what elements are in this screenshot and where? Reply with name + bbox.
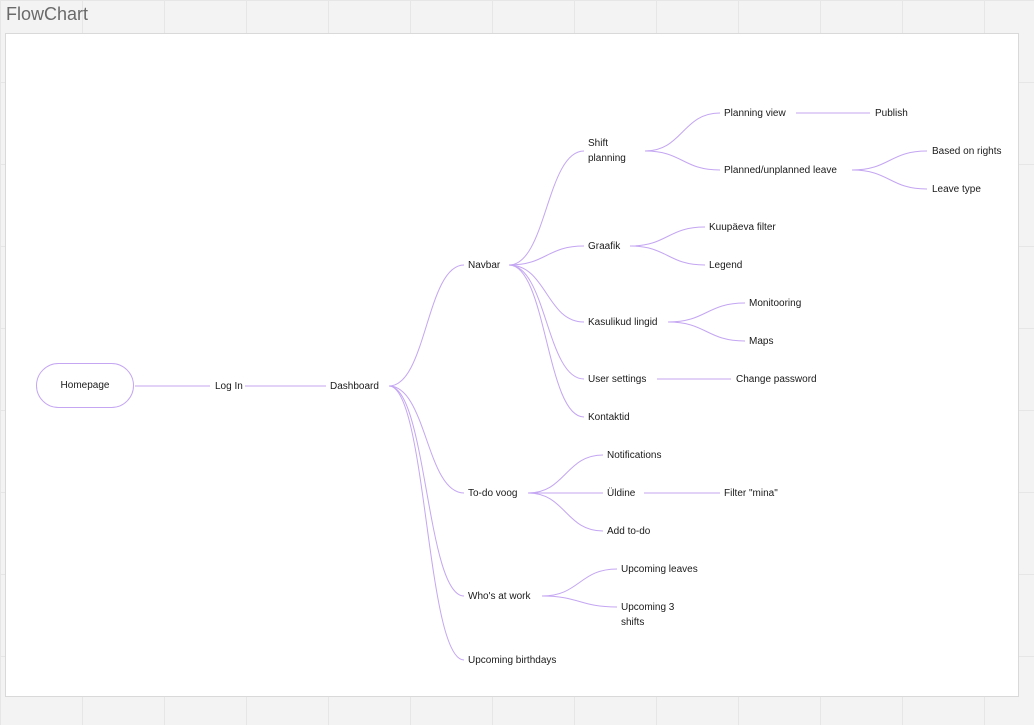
node-navbar[interactable]: Navbar: [468, 260, 501, 271]
node-user-settings[interactable]: User settings: [588, 374, 647, 385]
node-publish[interactable]: Publish: [875, 108, 908, 119]
node-todo-voog[interactable]: To-do voog: [468, 488, 518, 499]
node-shift-planning[interactable]: Shift planning: [588, 138, 626, 164]
node-graafik[interactable]: Graafik: [588, 241, 621, 252]
node-legend[interactable]: Legend: [709, 260, 743, 271]
node-kuupaeva-filter[interactable]: Kuupäeva filter: [709, 222, 776, 233]
node-notifications[interactable]: Notifications: [607, 450, 662, 461]
node-homepage[interactable]: Homepage: [36, 363, 134, 408]
node-whos-at-work[interactable]: Who's at work: [468, 591, 531, 602]
node-planned-unplanned-leave[interactable]: Planned/unplanned leave: [724, 165, 837, 176]
node-uldine[interactable]: Üldine: [607, 488, 636, 499]
flowchart-frame[interactable]: [5, 33, 1019, 697]
node-add-todo[interactable]: Add to-do: [607, 526, 651, 537]
node-kontaktid[interactable]: Kontaktid: [588, 412, 630, 423]
node-log-in[interactable]: Log In: [215, 381, 243, 392]
node-maps[interactable]: Maps: [749, 336, 774, 347]
node-based-on-rights[interactable]: Based on rights: [932, 146, 1002, 157]
node-upcoming-3-shifts[interactable]: Upcoming 3 shifts: [621, 602, 675, 628]
frame-title[interactable]: FlowChart: [6, 4, 89, 24]
node-filter-mina[interactable]: Filter "mina": [724, 488, 778, 499]
node-upcoming-leaves[interactable]: Upcoming leaves: [621, 564, 698, 575]
node-monitooring[interactable]: Monitooring: [749, 298, 802, 309]
node-change-password[interactable]: Change password: [736, 374, 817, 385]
node-kasulikud-lingid[interactable]: Kasulikud lingid: [588, 317, 658, 328]
node-dashboard[interactable]: Dashboard: [330, 381, 379, 392]
node-planning-view[interactable]: Planning view: [724, 108, 786, 119]
node-leave-type[interactable]: Leave type: [932, 184, 981, 195]
node-upcoming-birthdays[interactable]: Upcoming birthdays: [468, 655, 557, 666]
